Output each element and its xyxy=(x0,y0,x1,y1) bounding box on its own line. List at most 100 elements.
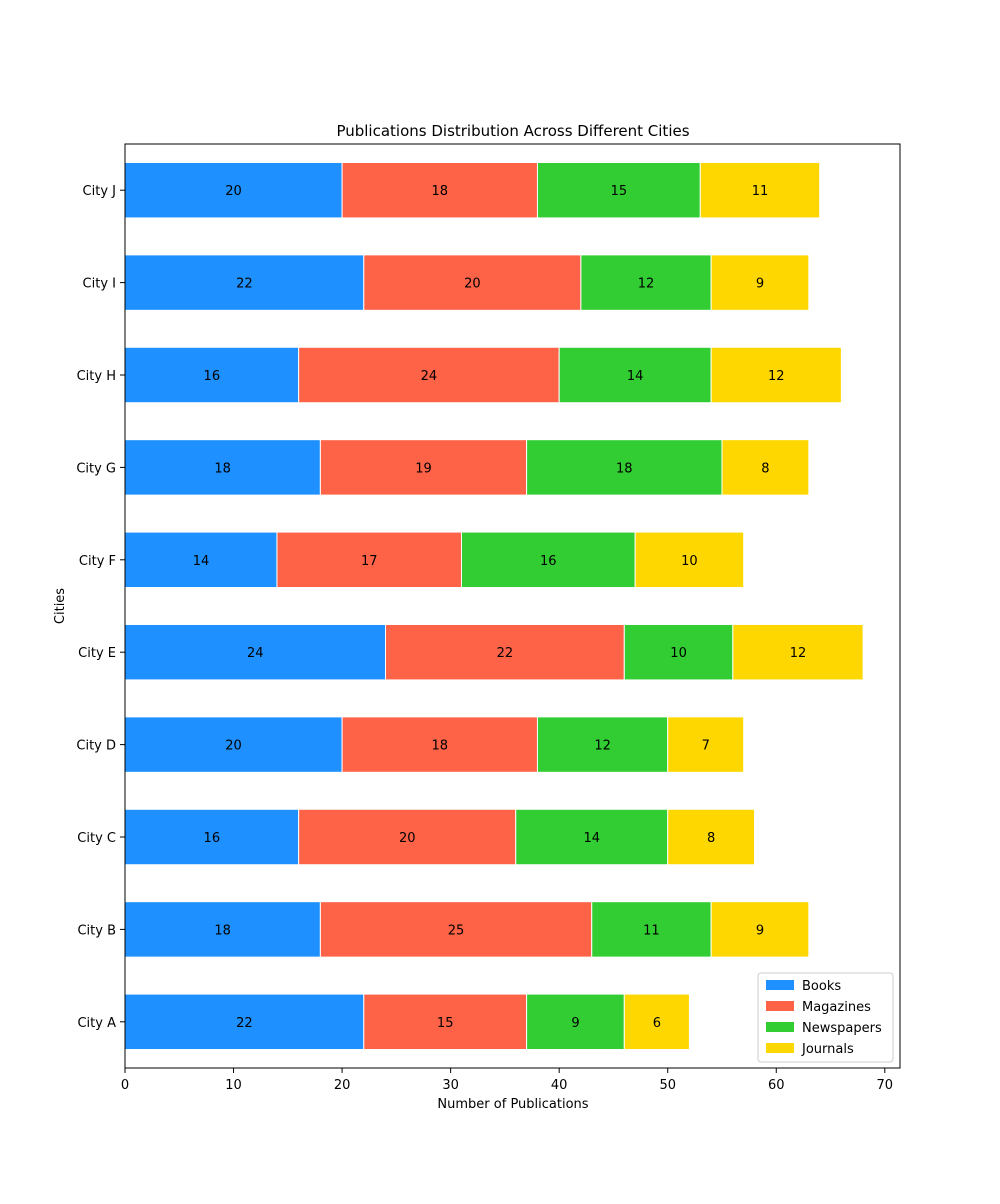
bar-value-label: 10 xyxy=(670,646,687,661)
bar-value-label: 16 xyxy=(204,831,221,846)
bar-value-label: 9 xyxy=(756,277,764,292)
bar-value-label: 8 xyxy=(707,831,715,846)
legend-swatch-magazines xyxy=(766,1001,794,1011)
bar-journals xyxy=(623,993,690,1051)
bar-value-label: 20 xyxy=(399,831,416,846)
bar-books xyxy=(124,346,300,404)
x-tick-label: 70 xyxy=(877,1078,894,1093)
bar-newspapers xyxy=(460,531,636,589)
bar-value-label: 8 xyxy=(761,461,769,476)
bar-value-label: 9 xyxy=(571,1016,579,1031)
bar-value-label: 9 xyxy=(756,923,764,938)
y-axis: City A City B City C City D City E City F City… xyxy=(76,184,125,1031)
bar-value-label: 20 xyxy=(225,739,242,754)
x-axis-label: Number of Publications xyxy=(437,1097,588,1112)
y-tick-label: City D xyxy=(76,739,116,754)
bar-value-label: 20 xyxy=(464,277,481,292)
bar-value-label: 14 xyxy=(193,554,210,569)
bar-value-label: 14 xyxy=(583,831,600,846)
bar-value-label: 15 xyxy=(611,184,628,199)
bar-journals xyxy=(721,439,810,496)
bar-value-label: 16 xyxy=(540,554,557,569)
bar-journals xyxy=(699,161,821,219)
bar-value-label: 20 xyxy=(225,184,242,199)
x-tick-label: 60 xyxy=(768,1078,785,1093)
bar-books xyxy=(124,531,278,589)
bar-magazines xyxy=(341,716,538,773)
bar-value-label: 12 xyxy=(638,277,655,292)
bar-value-label: 18 xyxy=(432,739,449,754)
bar-books xyxy=(124,993,365,1051)
bar-magazines xyxy=(363,254,582,311)
bar-books xyxy=(124,901,321,958)
bar-newspapers xyxy=(580,254,712,311)
bar-value-label: 14 xyxy=(627,369,644,384)
legend-label-magazines: Magazines xyxy=(802,1000,871,1015)
bar-journals xyxy=(710,254,810,311)
x-tick-label: 40 xyxy=(551,1078,568,1093)
bar-value-label: 18 xyxy=(616,461,633,476)
bar-value-label: 10 xyxy=(681,554,698,569)
legend-box xyxy=(757,972,894,1063)
bar-newspapers xyxy=(591,901,712,958)
bar-value-label: 25 xyxy=(448,923,465,938)
bar-magazines xyxy=(276,531,462,589)
x-tick-label: 50 xyxy=(659,1078,676,1093)
bar-value-label: 18 xyxy=(432,184,449,199)
bar-journals xyxy=(710,346,842,404)
y-tick-label: City E xyxy=(78,646,116,661)
bar-books xyxy=(124,161,343,219)
bar-value-label: 22 xyxy=(236,1016,253,1031)
bar-newspapers xyxy=(526,439,723,496)
bar-value-label: 6 xyxy=(653,1016,661,1031)
legend-swatch-newspapers xyxy=(766,1022,794,1032)
bar-value-label: 15 xyxy=(437,1016,454,1031)
x-tick-label: 10 xyxy=(225,1078,242,1093)
bar-journals xyxy=(667,808,756,866)
bar-magazines xyxy=(385,623,625,681)
bar-newspapers xyxy=(536,161,701,219)
bar-newspapers xyxy=(558,346,712,404)
legend-label-books: Books xyxy=(802,979,841,994)
y-tick-label: City H xyxy=(77,369,116,384)
bars-group xyxy=(124,161,864,1051)
bar-value-label: 19 xyxy=(415,461,432,476)
legend-label-newspapers: Newspapers xyxy=(802,1021,882,1036)
bar-journals xyxy=(710,901,810,958)
bar-value-label: 24 xyxy=(247,646,264,661)
bar-newspapers xyxy=(623,623,734,681)
x-tick-label: 30 xyxy=(442,1078,459,1093)
bar-value-label: 11 xyxy=(643,923,660,938)
bar-value-label: 24 xyxy=(421,369,438,384)
y-tick-label: City C xyxy=(77,831,116,846)
bar-value-label: 18 xyxy=(214,461,231,476)
legend-swatch-books xyxy=(766,980,794,990)
x-tick-label: 20 xyxy=(334,1078,351,1093)
bar-value-label: 18 xyxy=(214,923,231,938)
bar-journals xyxy=(732,623,864,681)
bar-magazines xyxy=(319,901,593,958)
legend-swatch-journals xyxy=(766,1043,794,1053)
bar-newspapers xyxy=(526,993,625,1051)
bar-value-label: 11 xyxy=(752,184,769,199)
bar-magazines xyxy=(341,161,538,219)
legend: Books Magazines Newspapers Journals xyxy=(757,972,894,1063)
bar-books xyxy=(124,623,387,681)
bar-labels-group: 22 15 9 6 18 25 11 9 16 20 14 8 20 18 12 7 24 22 10 12 14 17 1… xyxy=(193,184,807,1031)
x-tick-label: 0 xyxy=(121,1078,129,1093)
bar-magazines xyxy=(298,808,517,866)
bar-value-label: 17 xyxy=(361,554,378,569)
x-axis: 0 10 20 30 40 50 60 70 xyxy=(121,1068,893,1093)
legend-label-journals: Journals xyxy=(801,1042,854,1057)
bar-value-label: 22 xyxy=(497,646,514,661)
y-tick-label: City A xyxy=(77,1016,116,1031)
bar-value-label: 16 xyxy=(204,369,221,384)
bar-value-label: 7 xyxy=(702,739,710,754)
bar-journals xyxy=(634,531,745,589)
chart-title: Publications Distribution Across Differe… xyxy=(336,122,689,140)
bar-magazines xyxy=(363,993,528,1051)
y-tick-label: City I xyxy=(83,277,116,292)
bar-books xyxy=(124,439,321,496)
